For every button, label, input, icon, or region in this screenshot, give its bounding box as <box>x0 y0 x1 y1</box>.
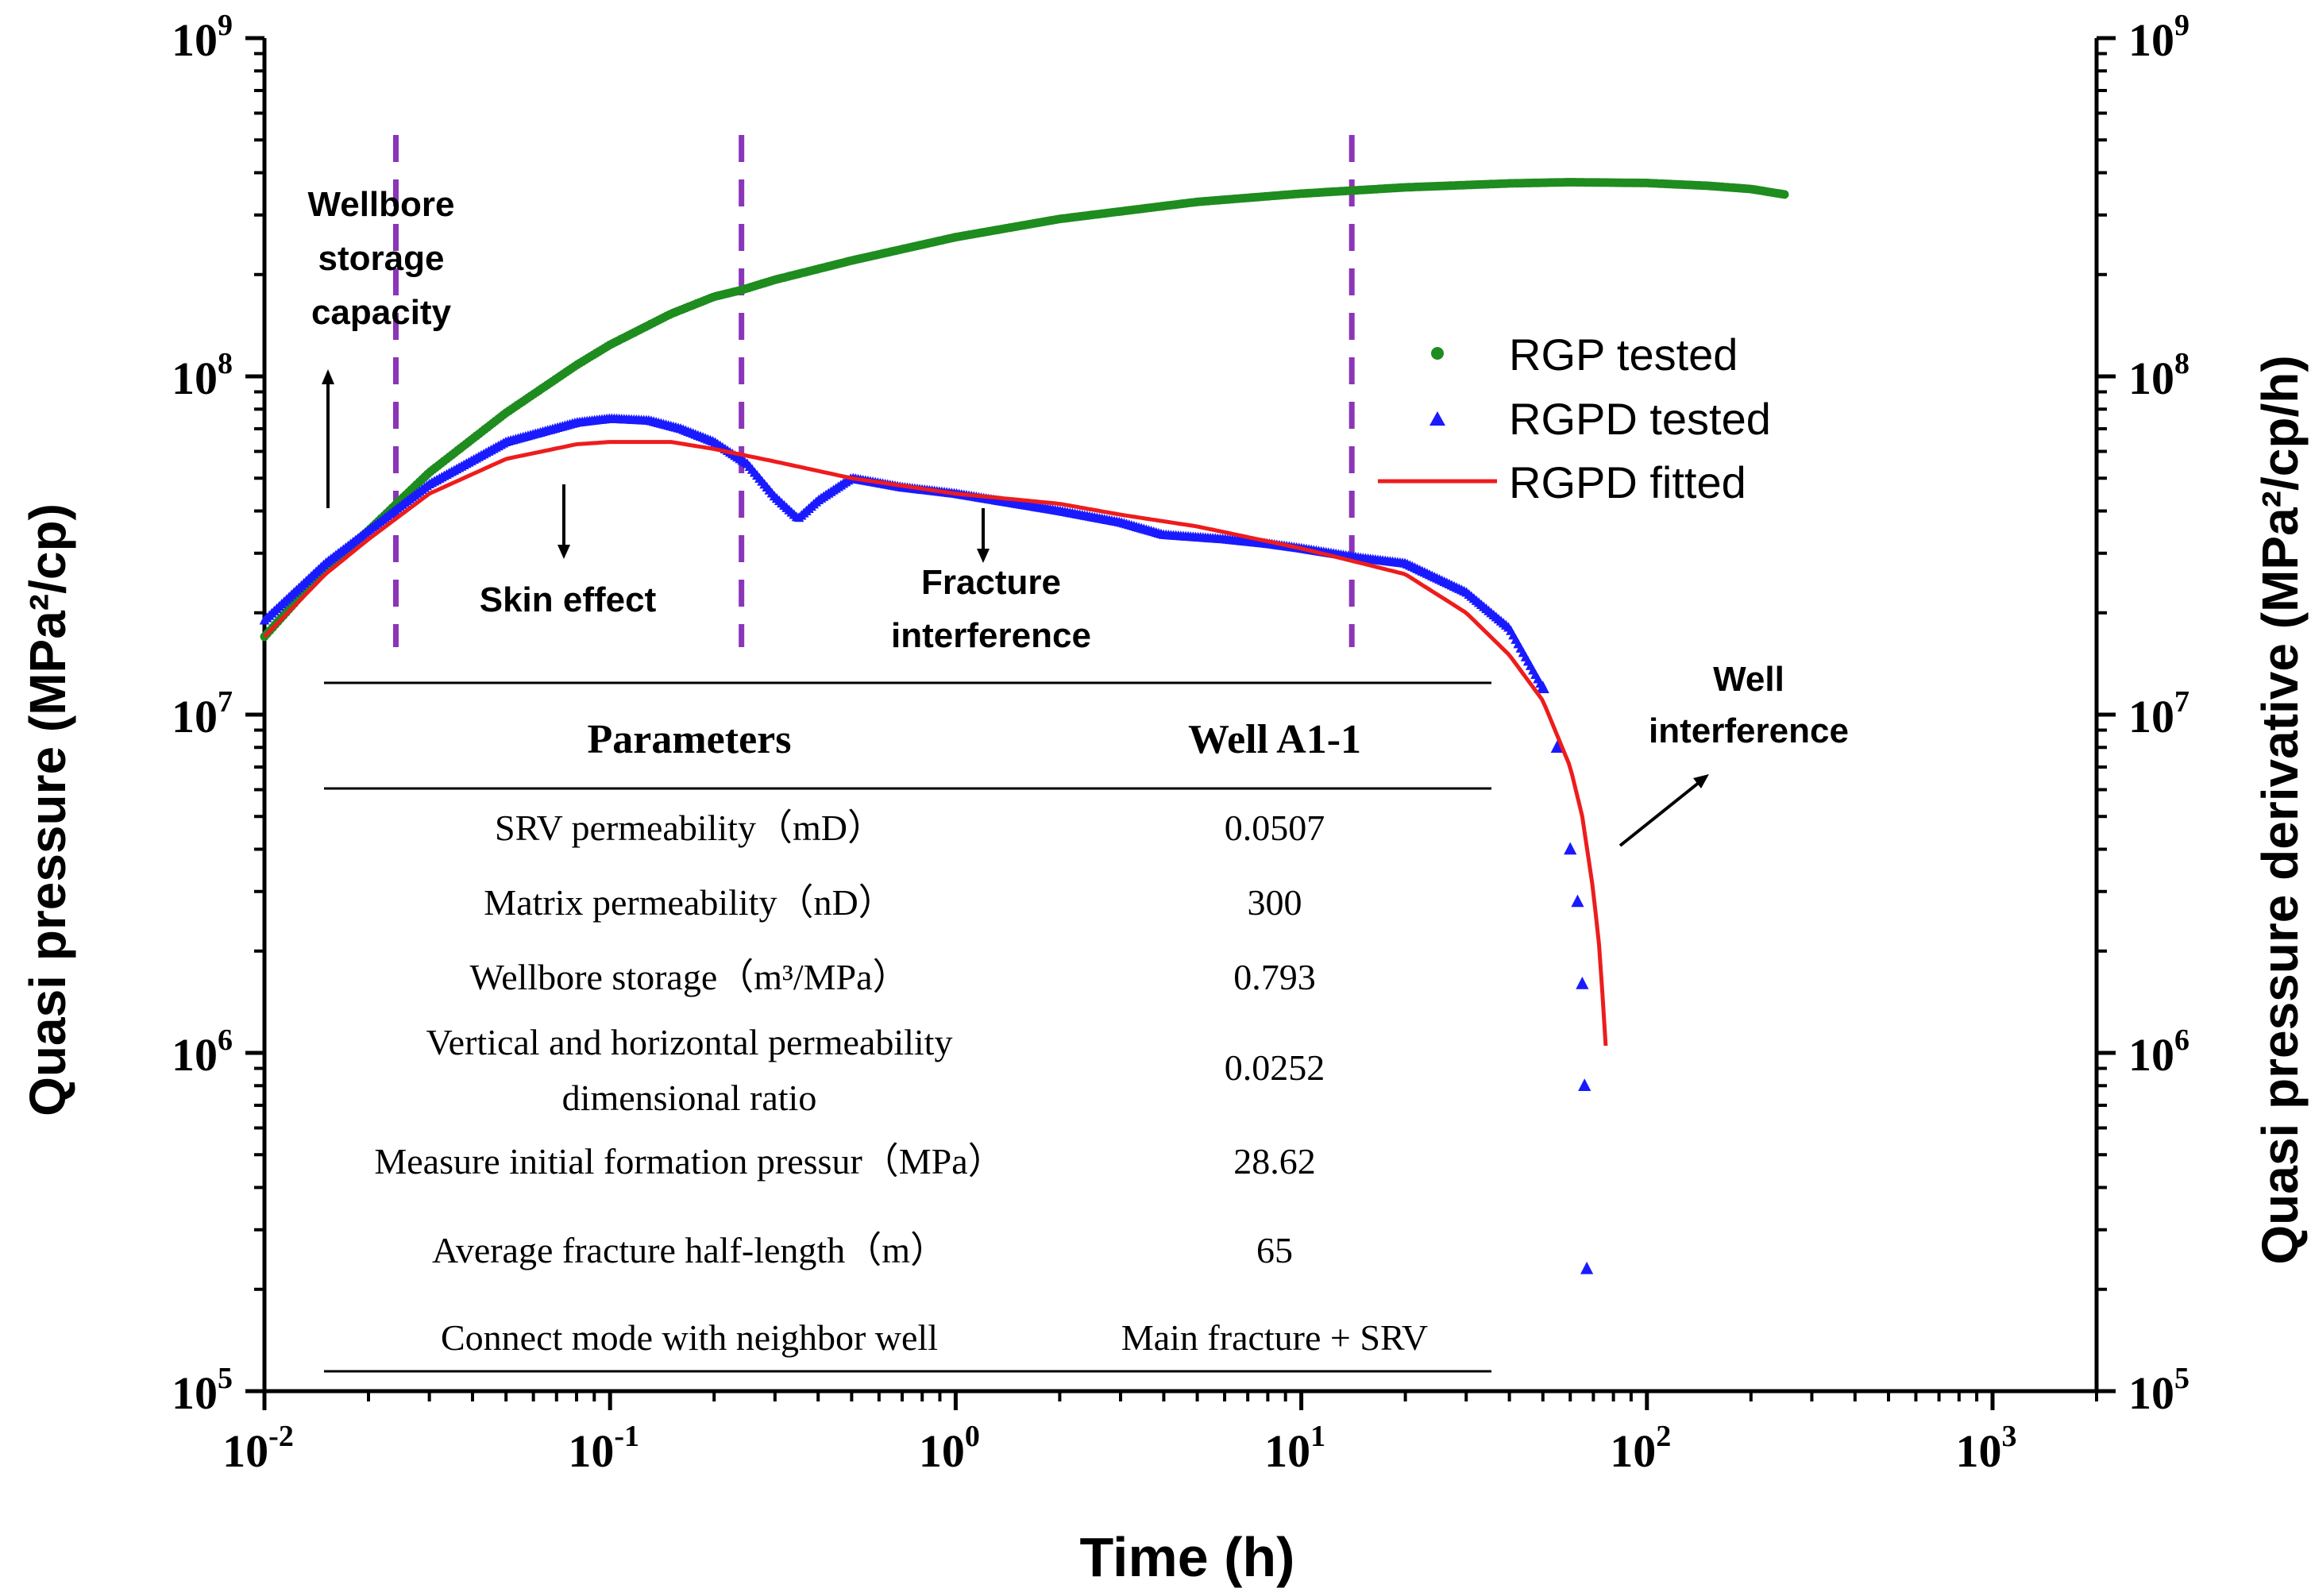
table-header-parameters: Parameters <box>588 717 792 762</box>
rgpd-point <box>1564 842 1577 855</box>
annotation-well-line2: interference <box>1649 711 1849 750</box>
rgpd-point <box>1536 680 1549 694</box>
rgpd-point <box>1578 1078 1591 1092</box>
legend-label-rgp: RGP tested <box>1509 330 1738 380</box>
x-tick-label: 10-2 <box>222 1420 294 1477</box>
right-y-tick-label: 108 <box>2128 347 2189 404</box>
rgpd-point <box>1576 977 1589 989</box>
rgpd-point <box>1571 894 1584 908</box>
legend-marker-rgp <box>1431 347 1444 360</box>
table-param-half-length: Average fracture half-length（m） <box>432 1230 947 1270</box>
legend-marker-rgpd <box>1429 411 1445 426</box>
right-y-tick-label: 105 <box>2128 1362 2189 1419</box>
tick-labels: 10-2 10-1 100 101 102 103 105 105 106 106 107 107 10… <box>172 9 2189 1477</box>
parameter-table: Parameters Well A1-1 SRV permeability（mD… <box>324 681 1491 1373</box>
fracture-down-arrow <box>977 508 990 563</box>
table-param-ratio-line1: Vertical and horizontal permeability <box>426 1022 953 1062</box>
legend-label-fit: RGPD fitted <box>1509 457 1746 507</box>
table-header-well: Well A1-1 <box>1188 717 1361 762</box>
left-y-tick-label: 109 <box>172 9 233 66</box>
x-tick-label: 102 <box>1610 1420 1671 1477</box>
well-diagonal-arrow <box>1618 774 1709 847</box>
annotation-skin-effect: Skin effect <box>480 580 657 619</box>
legend-label-rgpd: RGPD tested <box>1509 394 1771 444</box>
x-axis-title: Time (h) <box>1080 1526 1295 1588</box>
table-value-half-length: 65 <box>1256 1230 1293 1270</box>
legend: RGP tested RGPD tested RGPD fitted <box>1378 330 1771 507</box>
right-y-axis-title: Quasi pressure derivative (MPa²/cp/h) <box>2251 355 2309 1264</box>
annotation-wellbore-line2: storage <box>318 239 445 278</box>
table-value-matrix: 300 <box>1248 882 1302 923</box>
left-y-tick-label: 107 <box>172 685 233 742</box>
left-y-axis-title: Quasi pressure (MPa²/cp) <box>19 503 76 1116</box>
table-param-pressure: Measure initial formation pressur（MPa） <box>374 1141 1004 1182</box>
series-rgpd-fitted <box>263 440 1608 1047</box>
table-value-pressure: 28.62 <box>1233 1141 1316 1182</box>
left-y-tick-label: 108 <box>172 347 233 404</box>
table-param-srv: SRV permeability（mD） <box>495 808 884 848</box>
x-tick-label: 103 <box>1955 1420 2016 1477</box>
table-param-connect: Connect mode with neighbor well <box>441 1317 938 1358</box>
annotation-wellbore-line1: Wellbore <box>307 185 454 224</box>
rgpd-fitted-line <box>263 440 1608 1047</box>
table-value-ratio: 0.0252 <box>1225 1047 1325 1088</box>
rgp-point <box>1780 190 1789 199</box>
table-value-connect: Main fracture + SRV <box>1121 1317 1428 1358</box>
table-value-wellbore: 0.793 <box>1233 957 1316 997</box>
tick-marks <box>245 36 2116 1410</box>
right-y-tick-label: 107 <box>2128 685 2189 742</box>
right-y-tick-label: 109 <box>2128 9 2189 66</box>
left-y-tick-label: 105 <box>172 1362 233 1419</box>
rgpd-point <box>1550 740 1564 754</box>
annotation-fracture-line1: Fracture <box>921 563 1061 602</box>
left-y-tick-label: 106 <box>172 1024 233 1081</box>
skin-down-arrow <box>557 484 570 559</box>
annotation-fracture-line2: interference <box>891 616 1091 655</box>
x-tick-label: 101 <box>1264 1420 1325 1477</box>
table-param-ratio-line2: dimensional ratio <box>562 1077 817 1118</box>
up-arrow <box>322 369 334 508</box>
right-y-tick-label: 106 <box>2128 1024 2189 1081</box>
annotation-wellbore-line3: capacity <box>311 293 452 332</box>
table-value-srv: 0.0507 <box>1225 808 1325 848</box>
x-tick-label: 10-1 <box>568 1420 639 1477</box>
annotations: Wellbore storage capacity Skin effect Fr… <box>307 185 1849 847</box>
table-param-matrix: Matrix permeability（nD） <box>484 882 894 923</box>
rgpd-point <box>1580 1261 1594 1274</box>
table-param-wellbore: Wellbore storage（m³/MPa） <box>469 957 909 997</box>
x-tick-label: 100 <box>919 1420 980 1477</box>
annotation-well-line1: Well <box>1713 660 1784 699</box>
